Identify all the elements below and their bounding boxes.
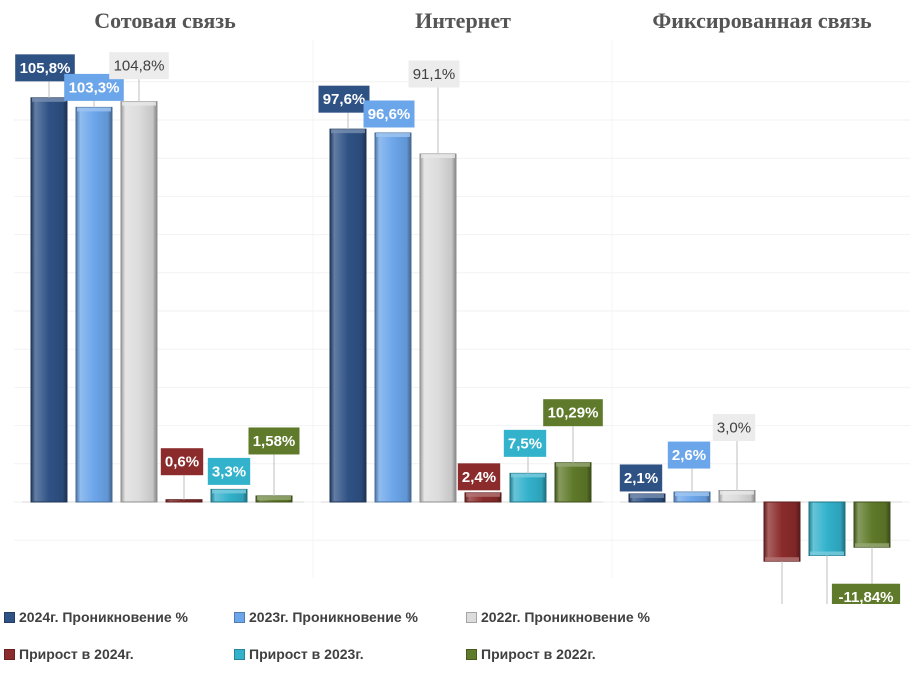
data-label-box [318, 85, 370, 113]
chart-area: Сотовая связь 105,8% 103,3% 104,8% 0,6% 3,3%… [14, 8, 910, 604]
bar-bevel [720, 490, 754, 495]
data-label: 97,6% [323, 91, 366, 108]
bar [509, 472, 547, 503]
data-label-box [207, 457, 251, 485]
legend-label: 2024г. Проникновение % [19, 609, 188, 625]
data-label: 2,1% [624, 470, 658, 487]
data-label-box [109, 52, 169, 80]
data-label: 2,4% [462, 469, 496, 486]
data-label: 2,6% [672, 447, 706, 464]
legend-swatch [466, 648, 477, 660]
bar [120, 101, 158, 503]
data-label-box [408, 60, 460, 88]
bar [329, 128, 367, 503]
bar-bevel [765, 557, 799, 562]
bar [853, 501, 891, 548]
data-label: 103,3% [69, 79, 120, 96]
bar-bevel [212, 489, 246, 494]
data-label: -11,84% [838, 589, 893, 604]
bar [554, 462, 592, 503]
legend-swatch [4, 611, 15, 623]
legend-label: Прирост в 2023г. [249, 646, 364, 662]
legend-swatch [466, 611, 477, 623]
bar-bevel [855, 543, 889, 548]
bar [165, 499, 203, 503]
bar [763, 501, 801, 562]
bar [75, 106, 113, 503]
bar-bevel [331, 129, 365, 134]
bar-bevel [122, 101, 156, 106]
legend-swatch [234, 611, 245, 623]
data-label: 0,6% [165, 454, 199, 471]
legend-item[interactable]: Прирост в 2023г. [234, 646, 364, 662]
panel-title: Сотовая связь [94, 8, 236, 33]
legend: 2024г. Проникновение % 2023г. Проникнове… [0, 604, 740, 668]
legend-label: Прирост в 2024г. [19, 646, 134, 662]
data-label-box [363, 100, 415, 128]
data-label-box [667, 441, 711, 469]
legend-item[interactable]: 2022г. Проникновение % [466, 609, 650, 625]
data-label-box [248, 427, 300, 455]
data-label-box [503, 429, 547, 457]
legend-item[interactable]: 2024г. Проникновение % [4, 609, 188, 625]
panel-fixed: Фиксированная связь 2,1%2,6%3,0%-15,5%-1… [619, 8, 902, 604]
legend-label: Прирост в 2022г. [481, 646, 596, 662]
legend-swatch [234, 648, 245, 660]
bar-bevel [376, 132, 410, 137]
panel-internet: Интернет 97,6%96,6% 91,1% 2,4% 7,5% 10,29% [318, 8, 603, 503]
legend-item[interactable]: 2023г. Проникновение % [234, 609, 418, 625]
legend-label: 2022г. Проникновение % [481, 609, 650, 625]
data-label: 105,8% [20, 60, 71, 77]
bar [419, 153, 457, 503]
data-label: 7,5% [508, 435, 542, 452]
data-label: 96,6% [368, 106, 411, 123]
panel-title: Фиксированная связь [652, 8, 872, 33]
legend-label: 2023г. Проникновение % [249, 609, 418, 625]
bar-bevel [421, 153, 455, 158]
bar-bevel [556, 462, 590, 467]
panel-title: Интернет [415, 8, 511, 33]
bar-bevel [257, 495, 291, 500]
data-label: 91,1% [413, 66, 456, 83]
bar-bevel [630, 493, 664, 498]
legend-item[interactable]: Прирост в 2024г. [4, 646, 134, 662]
data-label: 10,29% [548, 405, 599, 422]
data-label-box [619, 464, 663, 492]
data-label: 104,8% [114, 58, 165, 75]
data-label-box [160, 448, 204, 476]
bar [30, 97, 68, 503]
data-label-box [457, 463, 501, 491]
legend-item[interactable]: Прирост в 2022г. [466, 646, 596, 662]
legend-swatch [4, 648, 15, 660]
data-label-box [831, 583, 901, 604]
data-label: 1,58% [253, 433, 296, 450]
data-label-box [712, 414, 756, 442]
bar-bevel [32, 97, 66, 102]
bar [808, 501, 846, 556]
panel-cellular: Сотовая связь 105,8% 103,3% 104,8% 0,6% 3,3%… [15, 8, 304, 503]
data-label-box [543, 399, 603, 427]
bar [374, 132, 412, 503]
bar-bevel [466, 492, 500, 497]
bar-bevel [810, 551, 844, 556]
data-label: 3,0% [717, 420, 751, 437]
gridlines [14, 40, 910, 578]
bar-bevel [511, 473, 545, 478]
data-label: 3,3% [212, 463, 246, 480]
bar-bevel [77, 107, 111, 112]
bar-bevel [675, 492, 709, 497]
